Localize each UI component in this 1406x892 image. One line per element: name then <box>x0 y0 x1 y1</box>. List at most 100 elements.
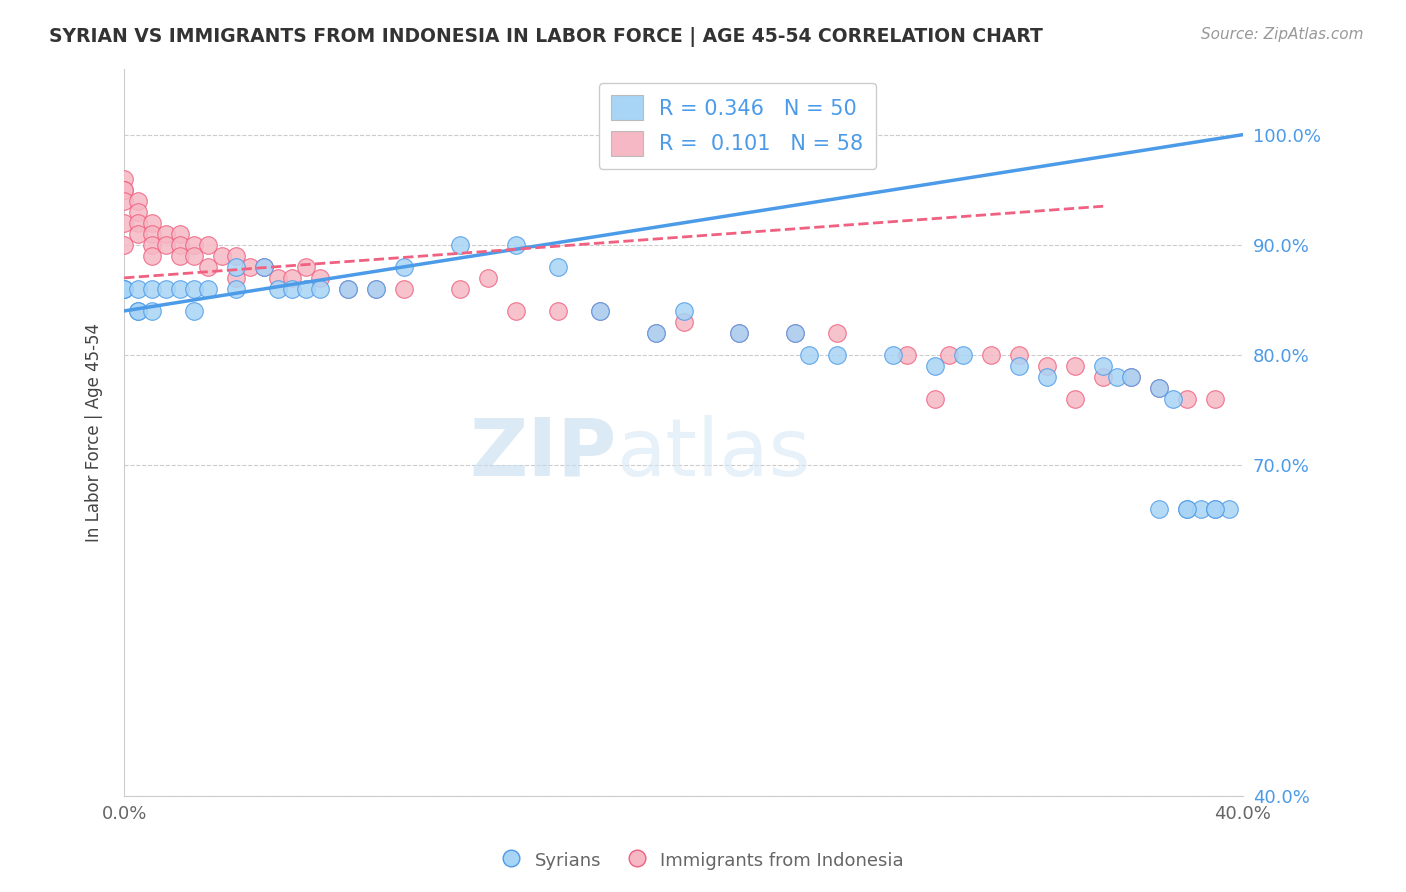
Point <box>225 249 247 263</box>
Point <box>169 237 191 252</box>
Point <box>728 326 751 340</box>
Point <box>127 194 149 208</box>
Point <box>547 260 569 274</box>
Point <box>253 260 276 274</box>
Point <box>1147 381 1170 395</box>
Point <box>169 227 191 241</box>
Point <box>924 392 946 406</box>
Point <box>505 237 527 252</box>
Point <box>197 282 219 296</box>
Point <box>896 348 918 362</box>
Point <box>799 348 821 362</box>
Point <box>155 282 177 296</box>
Point <box>112 194 135 208</box>
Point <box>112 171 135 186</box>
Point <box>924 359 946 373</box>
Point <box>127 227 149 241</box>
Point <box>392 282 415 296</box>
Point <box>364 282 387 296</box>
Point <box>197 237 219 252</box>
Legend: R = 0.346   N = 50, R =  0.101   N = 58: R = 0.346 N = 50, R = 0.101 N = 58 <box>599 83 876 169</box>
Point <box>547 304 569 318</box>
Point <box>588 304 610 318</box>
Point <box>392 260 415 274</box>
Point <box>183 304 205 318</box>
Point <box>183 282 205 296</box>
Point <box>211 249 233 263</box>
Point <box>141 304 163 318</box>
Point <box>253 260 276 274</box>
Point <box>112 183 135 197</box>
Point <box>1175 392 1198 406</box>
Point <box>980 348 1002 362</box>
Point <box>505 304 527 318</box>
Point <box>952 348 974 362</box>
Point <box>1064 359 1087 373</box>
Point <box>281 282 304 296</box>
Point <box>785 326 807 340</box>
Point <box>295 282 318 296</box>
Point <box>225 282 247 296</box>
Point <box>1008 359 1031 373</box>
Point <box>1147 381 1170 395</box>
Point <box>169 282 191 296</box>
Point <box>309 282 332 296</box>
Point <box>1175 502 1198 516</box>
Point <box>882 348 904 362</box>
Point <box>127 204 149 219</box>
Point <box>827 326 849 340</box>
Point <box>364 282 387 296</box>
Point <box>672 304 695 318</box>
Point <box>169 249 191 263</box>
Point <box>141 227 163 241</box>
Point <box>1107 370 1129 384</box>
Point <box>141 282 163 296</box>
Point <box>112 282 135 296</box>
Point <box>1092 370 1115 384</box>
Text: Source: ZipAtlas.com: Source: ZipAtlas.com <box>1201 27 1364 42</box>
Point <box>155 237 177 252</box>
Point <box>112 282 135 296</box>
Point <box>1204 502 1226 516</box>
Y-axis label: In Labor Force | Age 45-54: In Labor Force | Age 45-54 <box>86 323 103 541</box>
Point <box>1036 370 1059 384</box>
Point <box>197 260 219 274</box>
Point <box>785 326 807 340</box>
Point <box>267 282 290 296</box>
Legend: Syrians, Immigrants from Indonesia: Syrians, Immigrants from Indonesia <box>495 842 911 879</box>
Point <box>449 237 471 252</box>
Point <box>295 260 318 274</box>
Text: SYRIAN VS IMMIGRANTS FROM INDONESIA IN LABOR FORCE | AGE 45-54 CORRELATION CHART: SYRIAN VS IMMIGRANTS FROM INDONESIA IN L… <box>49 27 1043 46</box>
Point <box>112 282 135 296</box>
Point <box>1064 392 1087 406</box>
Text: ZIP: ZIP <box>470 415 616 493</box>
Point <box>336 282 359 296</box>
Point <box>1119 370 1142 384</box>
Point <box>728 326 751 340</box>
Point <box>588 304 610 318</box>
Point <box>672 315 695 329</box>
Point <box>127 304 149 318</box>
Point <box>1161 392 1184 406</box>
Point <box>183 249 205 263</box>
Point <box>112 183 135 197</box>
Point <box>309 271 332 285</box>
Point <box>112 216 135 230</box>
Point <box>281 271 304 285</box>
Point <box>183 237 205 252</box>
Point <box>239 260 262 274</box>
Point <box>644 326 666 340</box>
Point <box>1204 392 1226 406</box>
Point <box>225 260 247 274</box>
Point <box>1189 502 1212 516</box>
Point <box>141 249 163 263</box>
Point <box>938 348 960 362</box>
Point <box>127 304 149 318</box>
Point <box>1175 502 1198 516</box>
Point <box>449 282 471 296</box>
Text: atlas: atlas <box>616 415 811 493</box>
Point <box>1147 502 1170 516</box>
Point <box>1218 502 1240 516</box>
Point <box>112 237 135 252</box>
Point <box>644 326 666 340</box>
